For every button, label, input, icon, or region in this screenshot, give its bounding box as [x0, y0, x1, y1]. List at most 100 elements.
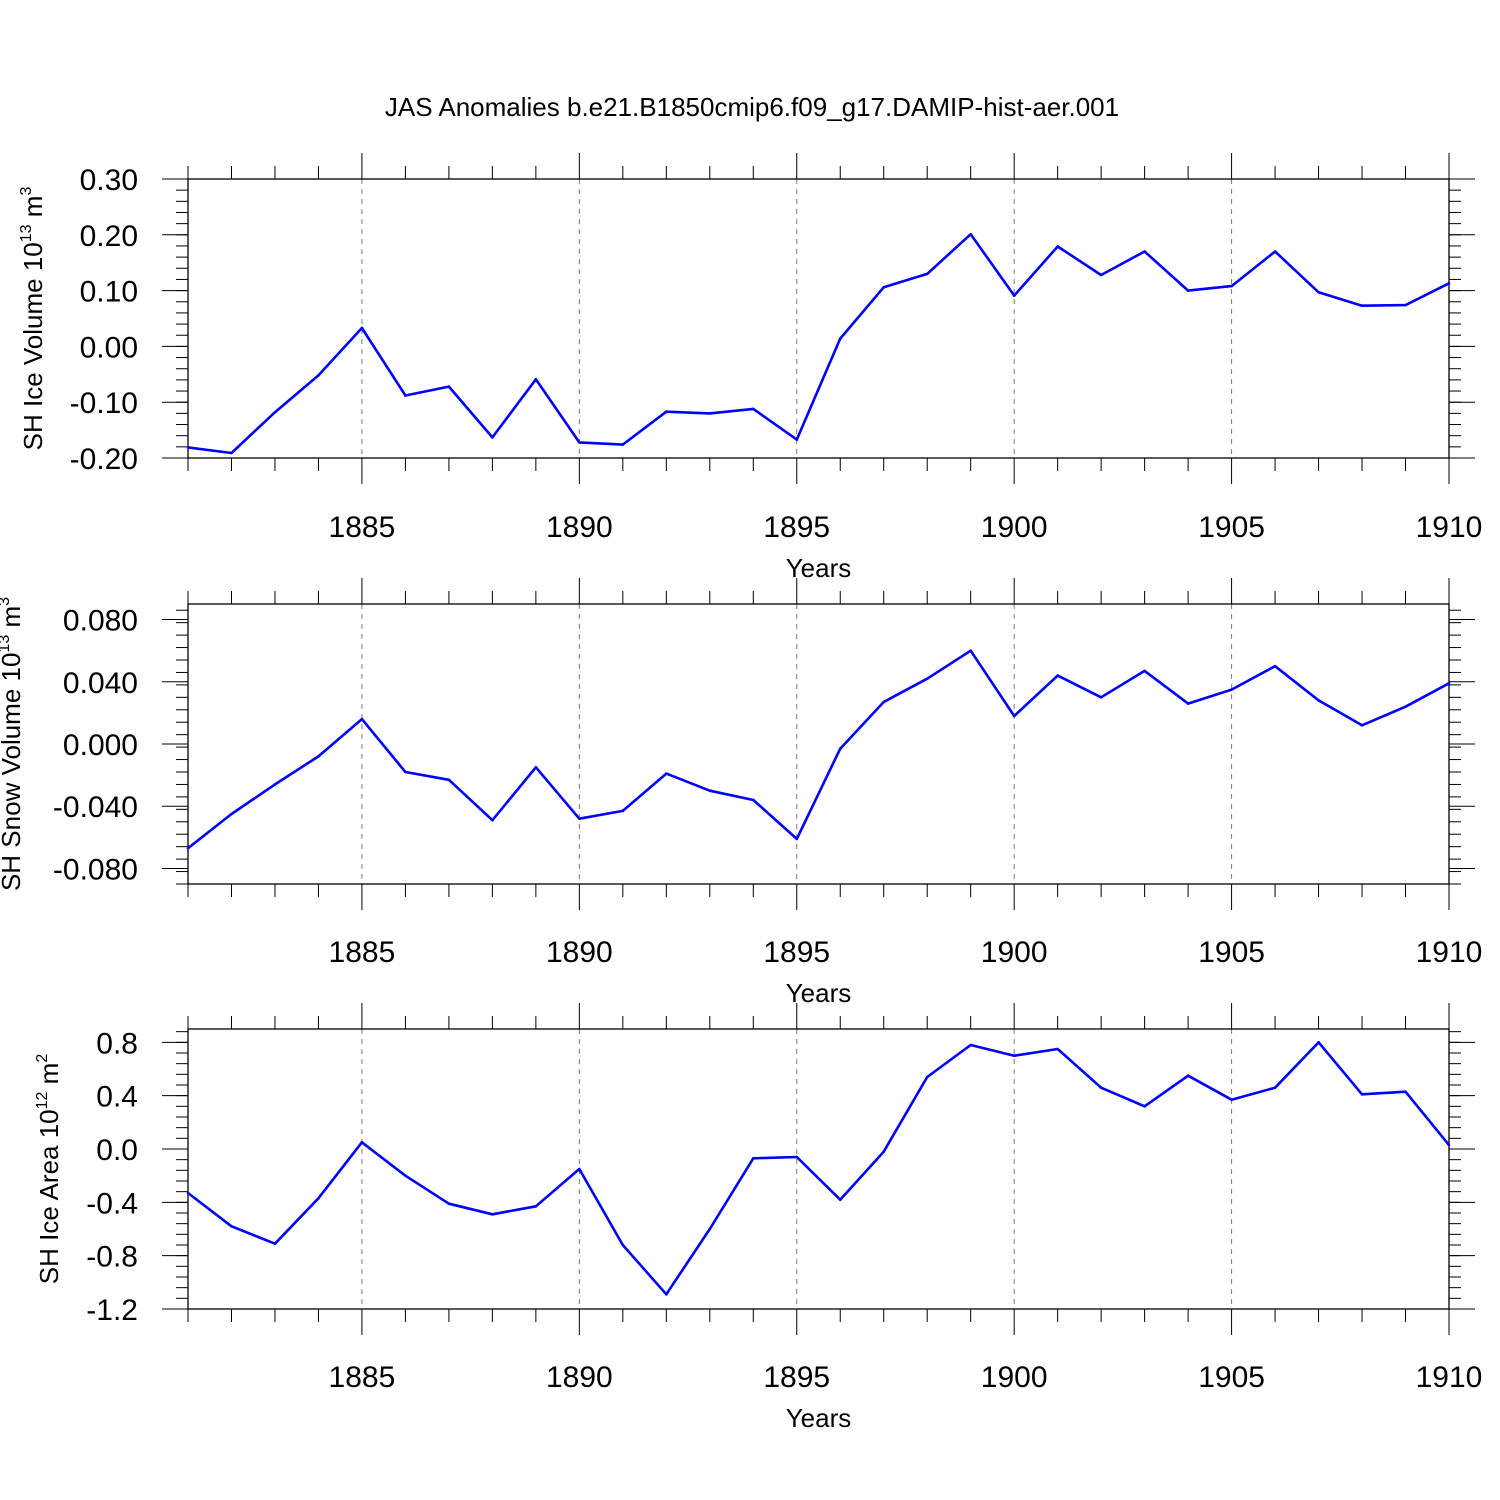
data-point: [1317, 699, 1320, 702]
data-point: [230, 812, 233, 816]
y-tick-label: 0.000: [63, 729, 138, 762]
x-tick-label: 1900: [981, 511, 1048, 544]
data-point: [186, 1191, 190, 1195]
data-point: [708, 412, 712, 415]
x-tick-label: 1905: [1198, 936, 1265, 969]
data-point: [491, 818, 494, 822]
y-tick-label: 0.8: [96, 1027, 138, 1060]
data-point: [838, 1198, 842, 1201]
data-point: [360, 717, 364, 721]
data-point: [925, 272, 929, 276]
series-line: [187, 649, 1450, 850]
y-tick-label: 0.080: [63, 605, 138, 638]
plot-frame: [187, 1028, 1450, 1310]
data-point: [969, 232, 972, 236]
panel-snow-volume: -0.080 -0.040 0.000 0.040 0.080 1885 1890 1895 1…: [0, 578, 1482, 1008]
x-axis-title: Years: [786, 1403, 852, 1433]
data-point: [1230, 688, 1233, 691]
x-tick-label: 1885: [329, 511, 396, 544]
panel-ice-volume: -0.20 -0.10 0.00 0.10 0.20 0.30 1885 1890 1895 19…: [18, 153, 1482, 583]
data-point: [795, 837, 799, 841]
data-point: [578, 817, 581, 820]
y-tick-label: -0.040: [53, 791, 138, 824]
plot-frame: [187, 603, 1450, 885]
data-point: [447, 778, 451, 782]
data-point: [665, 772, 668, 775]
data-point: [1230, 284, 1233, 288]
data-point: [317, 1197, 320, 1200]
data-point: [1099, 696, 1103, 699]
data-point: [230, 451, 233, 455]
y-axis-title: SH Snow Volume 1013 m3: [0, 597, 26, 891]
data-point: [578, 1167, 581, 1171]
data-point: [404, 770, 407, 774]
data-point: [1012, 294, 1016, 297]
y-tick-label: 0.0: [96, 1134, 138, 1167]
x-tick-label: 1885: [329, 1361, 396, 1394]
data-point: [751, 1157, 755, 1160]
data-point: [925, 677, 929, 680]
data-point: [317, 755, 320, 758]
data-point: [708, 1227, 712, 1231]
data-point: [491, 1213, 494, 1216]
data-point: [838, 747, 842, 750]
data-point: [1360, 724, 1364, 727]
plot-frame: [187, 178, 1450, 459]
data-point: [1404, 303, 1407, 307]
panel-ice-area: -1.2 -0.8 -0.4 0.0 0.4 0.8 1885 1890 1895 1900 190…: [34, 1003, 1482, 1433]
x-axis-title: Years: [786, 978, 852, 1008]
data-point: [317, 374, 320, 377]
data-point: [491, 436, 494, 439]
x-tick-label: 1895: [763, 936, 830, 969]
data-point: [795, 438, 799, 441]
y-tick-label: 0.10: [80, 276, 138, 309]
data-point: [1360, 304, 1364, 307]
data-point: [1143, 669, 1146, 673]
chart-title: JAS Anomalies b.e21.B1850cmip6.f09_g17.D…: [385, 92, 1119, 122]
y-tick-label: -0.10: [70, 387, 138, 420]
data-point: [882, 700, 886, 704]
data-point: [1404, 705, 1407, 708]
data-point: [1186, 1074, 1190, 1077]
x-tick-label: 1885: [329, 936, 396, 969]
y-tick-label: -0.080: [53, 853, 138, 886]
data-point: [1186, 702, 1190, 705]
y-tick-label: -0.4: [86, 1187, 138, 1220]
y-tick-label: 0.20: [80, 220, 138, 253]
x-tick-label: 1910: [1416, 1361, 1483, 1394]
data-point: [273, 783, 277, 786]
y-tick-label: 0.040: [63, 667, 138, 700]
data-point: [925, 1075, 929, 1079]
x-tick-label: 1900: [981, 936, 1048, 969]
y-tick-label: 0.30: [80, 164, 138, 197]
data-point: [404, 394, 407, 397]
data-point: [1447, 1143, 1451, 1147]
data-point: [621, 443, 625, 446]
x-tick-label: 1890: [546, 1361, 613, 1394]
x-tick-label: 1895: [763, 1361, 830, 1394]
series-line: [187, 232, 1450, 455]
data-point: [1056, 674, 1059, 677]
data-point: [1317, 290, 1320, 294]
y-tick-label: -1.2: [86, 1294, 138, 1327]
data-point: [360, 326, 364, 330]
x-tick-label: 1900: [981, 1361, 1048, 1394]
y-tick-label: 0.4: [96, 1081, 138, 1114]
data-point: [1186, 289, 1190, 292]
data-point: [838, 337, 842, 340]
x-tick-label: 1890: [546, 936, 613, 969]
data-point: [1317, 1041, 1320, 1044]
data-point: [273, 410, 277, 414]
data-point: [404, 1174, 407, 1177]
data-point: [447, 385, 451, 388]
y-tick-label: 0.00: [80, 331, 138, 364]
x-tick-label: 1910: [1416, 936, 1483, 969]
x-axis-title: Years: [786, 553, 852, 583]
data-point: [1056, 1047, 1059, 1051]
data-point: [1273, 1086, 1277, 1089]
data-point: [708, 789, 712, 792]
data-point: [534, 1205, 538, 1208]
data-point: [1360, 1093, 1364, 1096]
data-point: [534, 378, 538, 381]
y-tick-label: -0.8: [86, 1241, 138, 1274]
